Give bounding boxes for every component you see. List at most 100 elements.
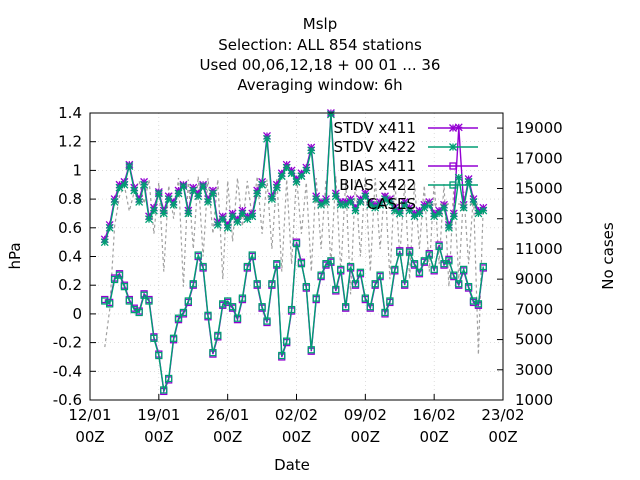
legend-marker xyxy=(449,143,457,151)
x-tick-label-date: 09/02 xyxy=(344,406,387,424)
data-point xyxy=(297,260,306,268)
y2-tick-label: 19000 xyxy=(515,119,563,137)
data-point xyxy=(366,200,375,209)
data-point xyxy=(425,200,434,209)
data-point xyxy=(125,162,134,171)
data-point xyxy=(450,271,458,279)
y2-tick-label: 11000 xyxy=(515,240,563,258)
data-point xyxy=(479,262,487,271)
data-point xyxy=(145,297,153,305)
data-point xyxy=(351,280,360,288)
y-tick-label: 1.4 xyxy=(58,104,82,122)
series-stdv-x422 xyxy=(100,110,488,247)
data-point xyxy=(159,209,168,218)
data-point xyxy=(361,192,370,201)
data-point xyxy=(287,169,296,178)
data-point xyxy=(455,280,463,288)
data-point xyxy=(346,262,355,271)
data-point xyxy=(209,348,217,357)
data-point xyxy=(100,238,109,247)
data-point xyxy=(150,334,158,342)
y-tick-label: 0 xyxy=(72,305,82,323)
data-point xyxy=(405,206,414,215)
data-point xyxy=(228,303,237,311)
data-point xyxy=(425,251,433,259)
data-point xyxy=(184,297,192,305)
y-tick-label: 0.4 xyxy=(58,248,82,266)
y-tick-label: 0.2 xyxy=(58,276,82,294)
data-point xyxy=(282,163,291,172)
data-point xyxy=(263,134,271,143)
data-point xyxy=(277,172,286,181)
data-point xyxy=(445,257,453,265)
data-point xyxy=(165,374,173,383)
data-point xyxy=(317,271,325,279)
data-point xyxy=(430,265,438,274)
data-point xyxy=(273,260,281,268)
data-point xyxy=(199,262,207,271)
data-point xyxy=(169,200,178,209)
data-point xyxy=(464,282,473,291)
data-point xyxy=(346,198,355,206)
data-point xyxy=(179,308,188,317)
data-point xyxy=(386,297,394,305)
data-point xyxy=(135,308,143,317)
data-point xyxy=(218,215,227,224)
data-point xyxy=(130,186,139,195)
data-point xyxy=(272,183,281,192)
data-point xyxy=(381,308,389,317)
data-point xyxy=(243,262,251,271)
y2-tick-label: 17000 xyxy=(515,149,563,167)
data-point xyxy=(312,294,320,302)
y2-axis-label: No cases xyxy=(599,222,617,290)
legend-label: CASES xyxy=(367,195,416,213)
data-point xyxy=(155,351,163,360)
legend-marker xyxy=(449,162,457,170)
legend-marker xyxy=(449,181,457,189)
data-point xyxy=(258,180,267,189)
x-tick-label-hour: 00Z xyxy=(282,428,311,446)
legend-label: STDV x411 xyxy=(333,119,416,137)
y-tick-label: 1.2 xyxy=(58,133,82,151)
data-point xyxy=(381,195,389,204)
data-point xyxy=(459,203,468,212)
data-point xyxy=(401,280,409,288)
x-tick-label-date: 02/02 xyxy=(275,406,318,424)
data-point xyxy=(449,212,458,221)
chart-subtitle-window: Averaging window: 6h xyxy=(237,76,403,94)
data-point xyxy=(204,198,212,206)
data-point xyxy=(189,186,198,195)
data-point xyxy=(391,265,399,274)
data-point xyxy=(145,215,153,224)
data-point xyxy=(396,248,404,256)
data-point xyxy=(110,275,119,284)
data-point xyxy=(140,291,148,299)
data-point xyxy=(228,212,237,221)
data-point xyxy=(263,317,271,325)
data-point xyxy=(474,300,483,308)
data-point xyxy=(208,189,217,198)
data-point xyxy=(292,239,301,248)
data-point xyxy=(248,212,257,221)
data-point xyxy=(337,265,345,274)
data-point xyxy=(204,311,212,319)
series-layer xyxy=(100,109,488,396)
data-point xyxy=(361,294,369,302)
x-tick-label-hour: 00Z xyxy=(488,428,517,446)
data-point xyxy=(135,198,144,206)
data-point xyxy=(267,195,276,204)
x-tick-label-hour: 00Z xyxy=(419,428,448,446)
data-point xyxy=(302,166,311,175)
x-tick-label-date: 26/01 xyxy=(206,406,249,424)
chart-subtitle-selection: Selection: ALL 854 stations xyxy=(218,36,422,54)
data-point xyxy=(400,200,409,209)
data-point xyxy=(268,280,276,288)
data-point xyxy=(395,209,404,218)
legend-label: STDV x422 xyxy=(333,138,416,156)
plot-border xyxy=(89,112,504,401)
y-tick-label: 1 xyxy=(72,161,82,179)
data-point xyxy=(120,282,129,291)
data-point xyxy=(385,198,394,206)
data-point xyxy=(405,248,414,256)
